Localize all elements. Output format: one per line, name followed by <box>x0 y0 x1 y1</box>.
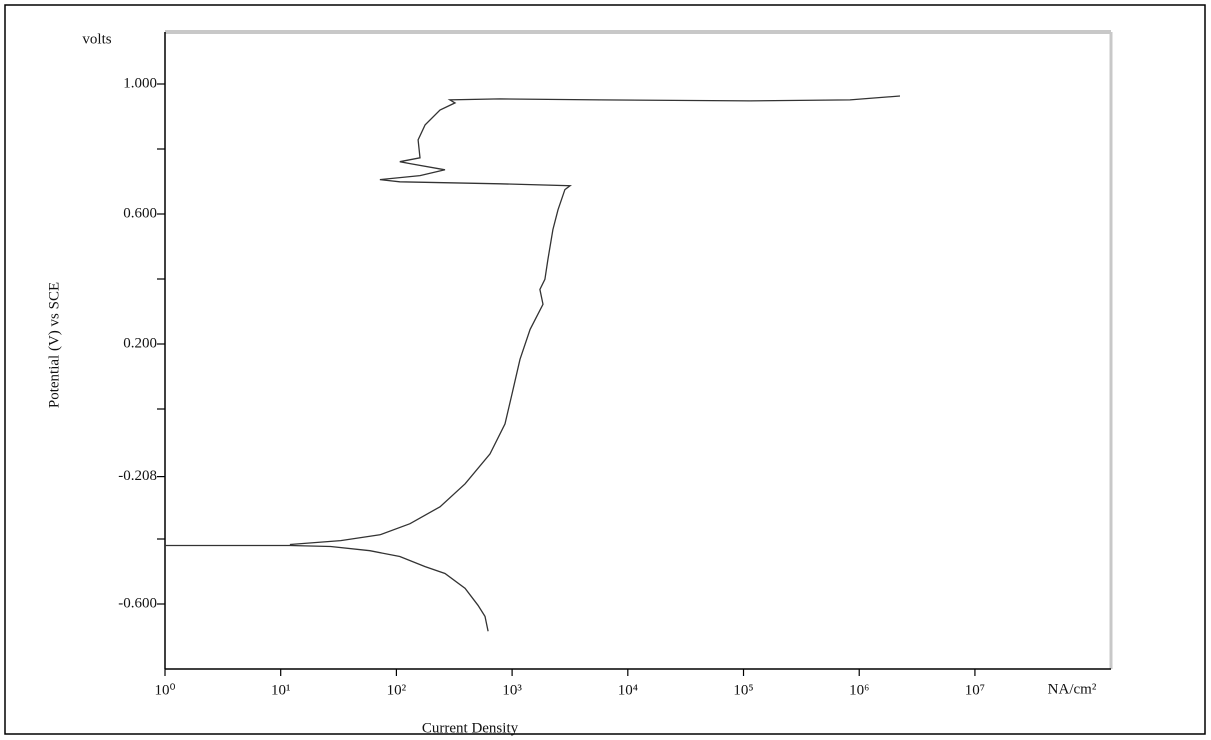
x-tick-label: 10⁰ <box>154 682 175 698</box>
y-tick-label: -0.208 <box>118 468 157 484</box>
y-tick-label: -0.600 <box>118 595 157 611</box>
y-tick-label: 1.000 <box>123 75 157 91</box>
y-tick-label: 0.600 <box>123 205 157 221</box>
x-axis-label: Current Density <box>422 720 519 736</box>
y-unit-label: volts <box>82 31 111 47</box>
x-tick-label: 10⁷ <box>965 682 985 698</box>
y-tick-label: 0.200 <box>123 335 157 351</box>
x-tick-label: 10⁵ <box>733 682 753 698</box>
x-tick-label: 10² <box>387 682 407 698</box>
frame <box>4 4 1206 735</box>
y-axis-label: Potential (V) vs SCE <box>46 282 62 408</box>
x-tick-label: 10¹ <box>271 682 291 698</box>
x-tick-label: 10³ <box>502 682 522 698</box>
x-unit-label: NA/cm² <box>1048 681 1097 697</box>
x-tick-label: 10⁶ <box>849 682 869 698</box>
x-tick-label: 10⁴ <box>618 682 638 698</box>
data-line <box>165 95 901 632</box>
